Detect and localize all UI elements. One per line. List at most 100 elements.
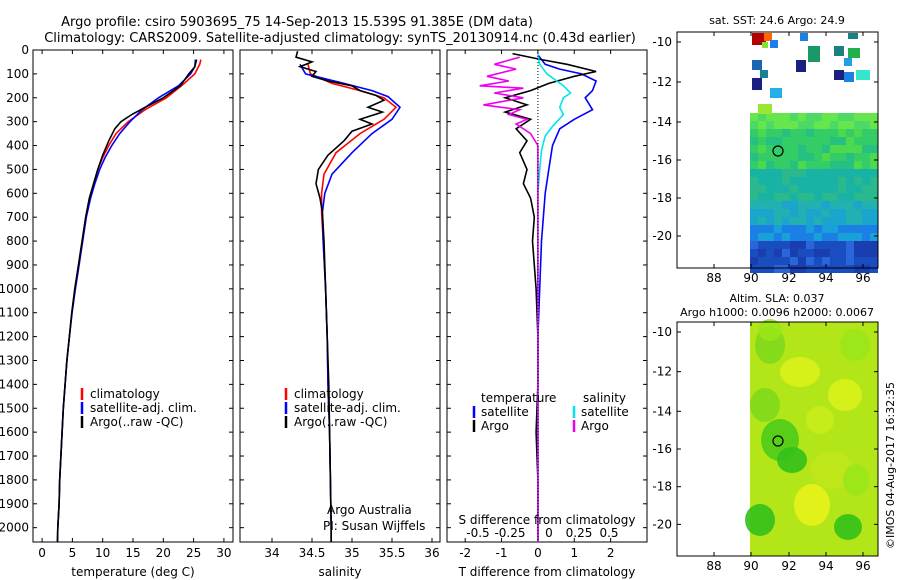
sst-cell	[846, 193, 854, 201]
y-tick-label: 1800	[0, 473, 29, 487]
sst-pixel	[834, 70, 844, 80]
sst-cell	[838, 225, 846, 233]
sst-cell	[798, 121, 806, 129]
sst-cell	[870, 161, 878, 169]
sla-blob	[750, 388, 780, 422]
s-tick-label: -0.5	[466, 526, 489, 540]
sla-map-title-line1: Altim. SLA: 0.037	[729, 292, 824, 305]
sst-cell	[822, 209, 830, 217]
legend-label: Argo	[581, 419, 609, 433]
sst-cell	[830, 137, 838, 145]
sst-cell	[862, 113, 870, 121]
sst-cell	[822, 121, 830, 129]
sst-cell	[774, 225, 782, 233]
legend-label: climatology	[90, 387, 160, 401]
sla-map-axes: -10 -12 -14 -16 -18 -20 88 90 92 94 96	[652, 322, 878, 573]
sst-cell	[766, 209, 774, 217]
sst-pixel	[844, 72, 854, 82]
sst-cell	[750, 177, 758, 185]
sst-cell	[814, 129, 822, 137]
sst-cell	[846, 113, 854, 121]
sst-cell	[766, 153, 774, 161]
sst-cell	[846, 265, 854, 273]
sst-cell	[814, 233, 822, 241]
legend-label: satellite-adj. clim.	[294, 401, 401, 415]
sst-map-frame	[676, 31, 879, 269]
sst-cell	[750, 137, 758, 145]
sst-cell	[782, 153, 790, 161]
sst-cell	[782, 257, 790, 265]
x-tick-label: 30	[216, 546, 231, 560]
sst-cell	[862, 145, 870, 153]
sst-cell	[766, 249, 774, 257]
temperature-xlabel: temperature (deg C)	[71, 565, 194, 579]
t-difference-label: T difference from climatology	[458, 565, 636, 579]
series-line-salinity-satellite	[537, 54, 572, 542]
sst-cell	[750, 153, 758, 161]
sst-cell	[758, 193, 766, 201]
sla-blob	[745, 504, 775, 536]
salinity-panel: 34 34.5 35 35.5 36 climatologysatellite-adj.…	[239, 49, 441, 579]
sst-cell	[814, 265, 822, 273]
sst-cell	[806, 193, 814, 201]
sst-cell	[758, 249, 766, 257]
salinity-xlabel: salinity	[318, 565, 361, 579]
x-tick-label: 10	[95, 546, 110, 560]
sst-pixel	[856, 70, 870, 80]
sst-cell	[822, 169, 830, 177]
sst-map-image	[750, 33, 878, 273]
sst-pixel	[808, 46, 820, 62]
sst-cell	[806, 177, 814, 185]
sst-cell	[854, 145, 862, 153]
sst-cell	[758, 185, 766, 193]
sst-cell	[790, 145, 798, 153]
sst-cell	[846, 185, 854, 193]
sst-cell	[862, 177, 870, 185]
legend-label: Argo(..raw -QC)	[294, 415, 387, 429]
sst-cell	[830, 169, 838, 177]
sst-cell	[830, 265, 838, 273]
sst-cell	[870, 201, 878, 209]
sst-cell	[798, 209, 806, 217]
sla-blob	[777, 447, 807, 473]
sst-cell	[782, 177, 790, 185]
sst-cell	[806, 185, 814, 193]
sst-cell	[774, 241, 782, 249]
sst-cell	[790, 137, 798, 145]
sst-pixel	[796, 60, 806, 72]
sst-cell	[814, 137, 822, 145]
sst-cell	[806, 225, 814, 233]
sst-cell	[806, 217, 814, 225]
sst-cell	[750, 193, 758, 201]
sst-cell	[854, 249, 862, 257]
x-tick-label: 34	[264, 546, 279, 560]
sst-map-axes: -10 -12 -14 -16 -18 -20 88 90 92 94 96	[652, 32, 878, 285]
sst-cell	[814, 185, 822, 193]
sst-cell	[830, 145, 838, 153]
sst-cell	[838, 113, 846, 121]
s-tick-label: 0	[545, 526, 553, 540]
sst-pixel	[770, 40, 778, 48]
sst-cell	[870, 257, 878, 265]
sst-cell	[758, 177, 766, 185]
y-tick-label: 1700	[0, 449, 29, 463]
sst-cell	[806, 121, 814, 129]
sst-cell	[782, 113, 790, 121]
sst-cell	[838, 185, 846, 193]
sst-cell	[766, 177, 774, 185]
sst-cell	[814, 153, 822, 161]
sst-cell	[766, 241, 774, 249]
sst-cell	[822, 257, 830, 265]
sst-cell	[822, 113, 830, 121]
sst-cell	[774, 265, 782, 273]
sst-cell	[766, 217, 774, 225]
sst-cell	[870, 137, 878, 145]
sst-cell	[822, 145, 830, 153]
sst-cell	[790, 177, 798, 185]
sst-cell	[814, 177, 822, 185]
series-line-climatology	[307, 64, 398, 542]
sst-cell	[766, 225, 774, 233]
sst-cell	[830, 129, 838, 137]
sst-cell	[758, 265, 766, 273]
